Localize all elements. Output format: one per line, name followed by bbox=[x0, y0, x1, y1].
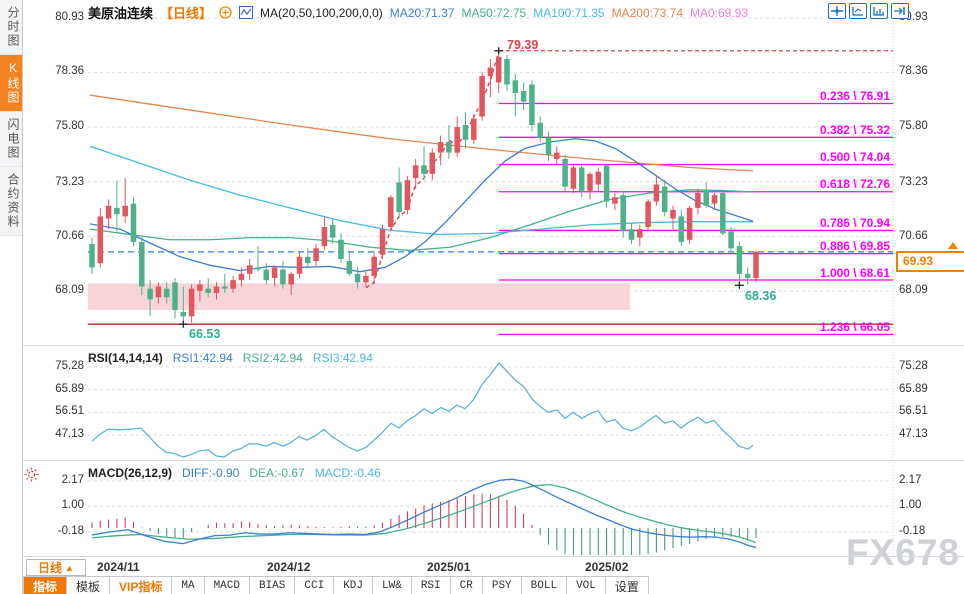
fib-level-label: 1.000 \ 68.61 bbox=[819, 266, 890, 280]
fib-level-label: 1.236 \ 66.05 bbox=[819, 320, 890, 334]
indicator-toolbar: 指标 模板 VIP指标 MA MACD BIAS CCI KDJ LW& RSI… bbox=[23, 576, 649, 594]
toolbar-item-kdj[interactable]: KDJ bbox=[334, 577, 374, 594]
rsi-axis-label: 56.51 bbox=[899, 405, 928, 417]
toolbar-item-macd[interactable]: MACD bbox=[205, 577, 250, 594]
price-axis-label: 73.23 bbox=[899, 176, 928, 188]
ma0-value: MA0:69.93 bbox=[690, 5, 749, 20]
date-label: 2024/12 bbox=[267, 560, 311, 574]
toolbar-item-ma[interactable]: MA bbox=[172, 577, 205, 594]
zoom-axis-in-icon[interactable] bbox=[870, 3, 888, 19]
toolbar-item-cr[interactable]: CR bbox=[451, 577, 483, 594]
price-axis-label: 75.80 bbox=[899, 120, 928, 132]
ma200-value: MA200:73.74 bbox=[611, 5, 683, 20]
macd-title: MACD(26,12,9) bbox=[88, 466, 173, 480]
date-label: 2025/02 bbox=[585, 560, 629, 574]
ma20-value: MA20:71.37 bbox=[389, 5, 455, 20]
toolbar-item-template[interactable]: 模板 bbox=[67, 577, 111, 594]
fib-level-label: 0.618 \ 72.76 bbox=[819, 177, 890, 191]
recent-low-label: 68.36 bbox=[745, 289, 777, 303]
rsi-axis-label: 75.28 bbox=[899, 360, 928, 372]
rsi3-value: RSI3:42.94 bbox=[312, 351, 373, 365]
dea-value: DEA:-0.67 bbox=[249, 466, 305, 480]
macd-axis-label: 1.00 bbox=[61, 499, 84, 511]
chevron-up-icon: ▲ bbox=[65, 562, 74, 573]
sidebar-item-kline-chart[interactable]: K线图 bbox=[0, 55, 22, 112]
fib-level-label: 0.786 \ 70.94 bbox=[819, 216, 890, 230]
toolbar-item-indicator[interactable]: 指标 bbox=[24, 577, 68, 594]
circle-plus-icon[interactable] bbox=[219, 6, 232, 19]
symbol-name: 美原油连续 bbox=[88, 6, 154, 21]
current-price-badge: 69.93 bbox=[896, 251, 964, 272]
fib-level-label: 0.236 \ 76.91 bbox=[819, 89, 890, 103]
pan-right-icon[interactable] bbox=[891, 3, 909, 19]
rsi-axis-label: 56.51 bbox=[55, 405, 84, 417]
sidebar-item-contract-info[interactable]: 合约资料 bbox=[0, 167, 22, 236]
price-axis-label: 75.80 bbox=[55, 120, 84, 132]
diff-value: DIFF:-0.90 bbox=[182, 466, 240, 480]
rsi-axis-label: 65.89 bbox=[899, 383, 928, 395]
macd-value: MACD:-0.46 bbox=[314, 466, 381, 480]
period-selector-label: 日线 bbox=[38, 561, 63, 575]
fib-level-label: 0.382 \ 75.32 bbox=[819, 123, 890, 137]
rsi2-value: RSI2:42.94 bbox=[242, 351, 303, 365]
sidebar-item-lightning-chart[interactable]: 闪电图 bbox=[0, 112, 22, 167]
chart-header: 美原油连续 【日线】 MA(20,50,100,200,0,0) MA20:71… bbox=[88, 3, 748, 22]
price-axis-label: 73.23 bbox=[55, 176, 84, 188]
sun-icon[interactable] bbox=[24, 467, 39, 482]
fib-level-label: 0.886 \ 69.85 bbox=[819, 239, 890, 253]
chart-tools bbox=[828, 3, 909, 19]
macd-panel-header: MACD(26,12,9) DIFF:-0.90 DEA:-0.67 MACD:… bbox=[88, 466, 381, 480]
date-label: 2025/01 bbox=[427, 560, 471, 574]
peak-price-label: 79.39 bbox=[507, 38, 539, 52]
rsi-axis-label: 75.28 bbox=[55, 360, 84, 372]
macd-axis-label: -0.18 bbox=[899, 525, 926, 537]
price-axis-label: 78.36 bbox=[899, 65, 928, 77]
toolbar-item-vol[interactable]: VOL bbox=[567, 577, 606, 594]
panel-separator bbox=[22, 556, 964, 557]
period-label: 【日线】 bbox=[160, 6, 213, 21]
period-selector[interactable]: 日线 ▲ bbox=[26, 559, 86, 576]
macd-axis-label: 2.17 bbox=[899, 474, 922, 486]
toolbar-item-vip-indicator[interactable]: VIP指标 bbox=[110, 577, 173, 594]
rsi-axis-label: 65.89 bbox=[55, 383, 84, 395]
low-price-label: 66.53 bbox=[189, 327, 221, 341]
price-axis-label: 70.66 bbox=[899, 230, 928, 242]
toolbar-item-rsi[interactable]: RSI bbox=[412, 577, 451, 594]
ma50-value: MA50:72.75 bbox=[461, 5, 527, 20]
indicator-chart-icon[interactable] bbox=[239, 6, 254, 19]
rsi1-value: RSI1:42.94 bbox=[172, 351, 233, 365]
ma-settings-label: MA(20,50,100,200,0,0) bbox=[260, 5, 383, 20]
sidebar-item-time-chart[interactable]: 分时图 bbox=[0, 0, 22, 55]
price-axis-label: 68.09 bbox=[899, 284, 928, 296]
sidebar: 分时图 K线图 闪电图 合约资料 bbox=[0, 0, 23, 594]
zoom-axis-out-icon[interactable] bbox=[849, 3, 867, 19]
panel-separator bbox=[22, 460, 964, 461]
panel-separator bbox=[22, 345, 964, 346]
crosshair-icon[interactable] bbox=[828, 3, 846, 19]
toolbar-item-cci[interactable]: CCI bbox=[295, 577, 335, 594]
macd-axis-label: -0.18 bbox=[57, 525, 84, 537]
macd-axis-label: 1.00 bbox=[899, 499, 922, 511]
toolbar-item-psy[interactable]: PSY bbox=[483, 577, 522, 594]
ma100-value: MA100:71.35 bbox=[533, 5, 605, 20]
toolbar-item-lw[interactable]: LW& bbox=[373, 577, 412, 594]
toolbar-item-bias[interactable]: BIAS bbox=[250, 577, 296, 594]
date-label: 2024/11 bbox=[97, 560, 140, 574]
rsi-title: RSI(14,14,14) bbox=[88, 351, 163, 365]
toolbar-item-boll[interactable]: BOLL bbox=[522, 577, 568, 594]
price-up-arrow-icon bbox=[948, 242, 958, 249]
price-axis-label: 70.66 bbox=[55, 230, 84, 242]
rsi-axis-label: 47.13 bbox=[899, 428, 928, 440]
price-axis-label: 78.36 bbox=[55, 65, 84, 77]
rsi-axis-label: 47.13 bbox=[55, 428, 84, 440]
toolbar-item-settings[interactable]: 设置 bbox=[606, 577, 649, 594]
watermark: FX678 bbox=[845, 532, 960, 573]
price-axis-label: 80.93 bbox=[55, 11, 84, 23]
fib-level-label: 0.500 \ 74.04 bbox=[819, 150, 890, 164]
rsi-panel-header: RSI(14,14,14) RSI1:42.94 RSI2:42.94 RSI3… bbox=[88, 351, 373, 365]
macd-axis-label: 2.17 bbox=[61, 474, 84, 486]
price-axis-label: 68.09 bbox=[55, 284, 84, 296]
